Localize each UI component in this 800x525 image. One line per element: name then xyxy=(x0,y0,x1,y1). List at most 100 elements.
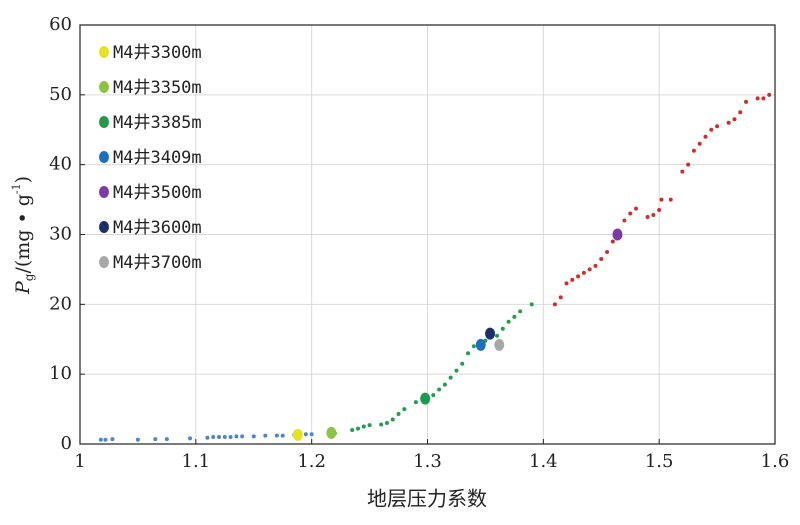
data-point xyxy=(628,211,633,216)
data-point xyxy=(634,206,638,211)
data-point xyxy=(280,433,285,438)
data-point xyxy=(222,435,227,440)
data-point xyxy=(135,437,140,442)
data-point xyxy=(390,417,395,422)
legend-marker xyxy=(99,116,109,128)
data-point xyxy=(356,426,360,431)
legend-label: M4井3300m xyxy=(113,43,202,63)
data-point xyxy=(361,424,366,429)
legend: M4井3300m M4井3350m M4井3385m M4井3409m M4井3500m… xyxy=(99,43,202,273)
marks xyxy=(98,92,772,442)
data-point xyxy=(471,344,476,349)
data-point xyxy=(738,110,743,115)
data-point xyxy=(709,127,714,132)
data-point xyxy=(103,437,108,442)
legend-marker xyxy=(99,221,109,233)
data-point xyxy=(350,428,355,433)
x-tick-label: 1 xyxy=(74,451,85,472)
y-tick-label: 20 xyxy=(49,293,72,314)
data-point xyxy=(495,333,499,338)
data-point xyxy=(761,96,766,101)
data-point xyxy=(211,435,216,440)
y-label-symbol: P xyxy=(12,280,34,295)
legend-marker xyxy=(99,46,109,58)
data-point xyxy=(767,92,772,97)
legend-label: M4井3600m xyxy=(113,218,202,238)
data-point xyxy=(431,393,436,398)
y-tick-label: 10 xyxy=(49,363,72,384)
data-point xyxy=(587,267,592,272)
data-point xyxy=(309,432,314,437)
legend-marker xyxy=(99,256,109,268)
y-label-superscript: -1 xyxy=(10,183,23,194)
data-point xyxy=(263,433,268,438)
data-point xyxy=(205,435,210,440)
data-point xyxy=(605,249,610,254)
data-point xyxy=(610,239,615,244)
data-point xyxy=(645,215,650,220)
data-point xyxy=(448,375,453,380)
data-point xyxy=(437,387,442,392)
legend-marker xyxy=(99,151,109,163)
y-label-close: ) xyxy=(12,176,34,183)
data-point xyxy=(274,433,279,438)
data-point xyxy=(691,148,696,153)
well-point xyxy=(612,228,623,241)
x-tick-label: 1.5 xyxy=(645,451,674,472)
data-point xyxy=(564,281,569,286)
data-point xyxy=(506,319,511,324)
data-point xyxy=(715,124,720,129)
data-point xyxy=(552,302,557,307)
data-point xyxy=(98,437,103,442)
plot-frame xyxy=(79,24,776,445)
data-point xyxy=(303,432,308,437)
data-point xyxy=(396,411,401,416)
data-point xyxy=(251,434,256,439)
data-point xyxy=(110,437,115,442)
data-point xyxy=(593,263,598,268)
data-point xyxy=(454,368,459,373)
legend-label: M4井3385m xyxy=(113,113,202,133)
data-point xyxy=(732,117,737,122)
well-point xyxy=(475,338,486,351)
data-point xyxy=(680,169,685,174)
data-point xyxy=(651,212,656,217)
legend-marker xyxy=(99,81,109,93)
data-point xyxy=(402,407,407,412)
legend-label: M4井3500m xyxy=(113,183,202,203)
data-point xyxy=(697,141,702,146)
legend-marker xyxy=(99,186,109,198)
data-point xyxy=(599,256,604,261)
data-point xyxy=(744,99,749,104)
legend-label: M4井3409m xyxy=(113,148,202,168)
data-point xyxy=(164,437,169,442)
well-point xyxy=(485,327,496,340)
legend-label: M4井3350m xyxy=(113,78,202,98)
well-point xyxy=(292,428,303,441)
y-tick-label: 50 xyxy=(49,84,72,105)
data-point xyxy=(500,326,505,331)
x-axis-label: 地层压力系数 xyxy=(367,487,487,511)
data-point xyxy=(466,351,471,356)
y-label-subscript: g xyxy=(22,273,36,281)
data-point xyxy=(217,435,221,440)
data-point xyxy=(726,120,731,125)
data-point xyxy=(384,421,389,426)
y-axis-label: Pg/(mg • g-1) xyxy=(10,176,36,295)
data-point xyxy=(657,208,662,213)
well-point xyxy=(420,392,431,405)
y-tick-label: 30 xyxy=(49,224,72,245)
data-point xyxy=(460,361,465,366)
data-point xyxy=(703,134,708,139)
data-point xyxy=(240,434,245,439)
data-point xyxy=(379,422,384,427)
legend-label: M4井3700m xyxy=(113,253,202,273)
data-point xyxy=(529,302,534,307)
data-point xyxy=(659,197,664,202)
data-point xyxy=(442,382,447,387)
data-point xyxy=(686,162,691,167)
data-point xyxy=(518,309,523,314)
data-point xyxy=(576,274,581,279)
data-point xyxy=(153,437,158,442)
data-point xyxy=(512,314,517,319)
